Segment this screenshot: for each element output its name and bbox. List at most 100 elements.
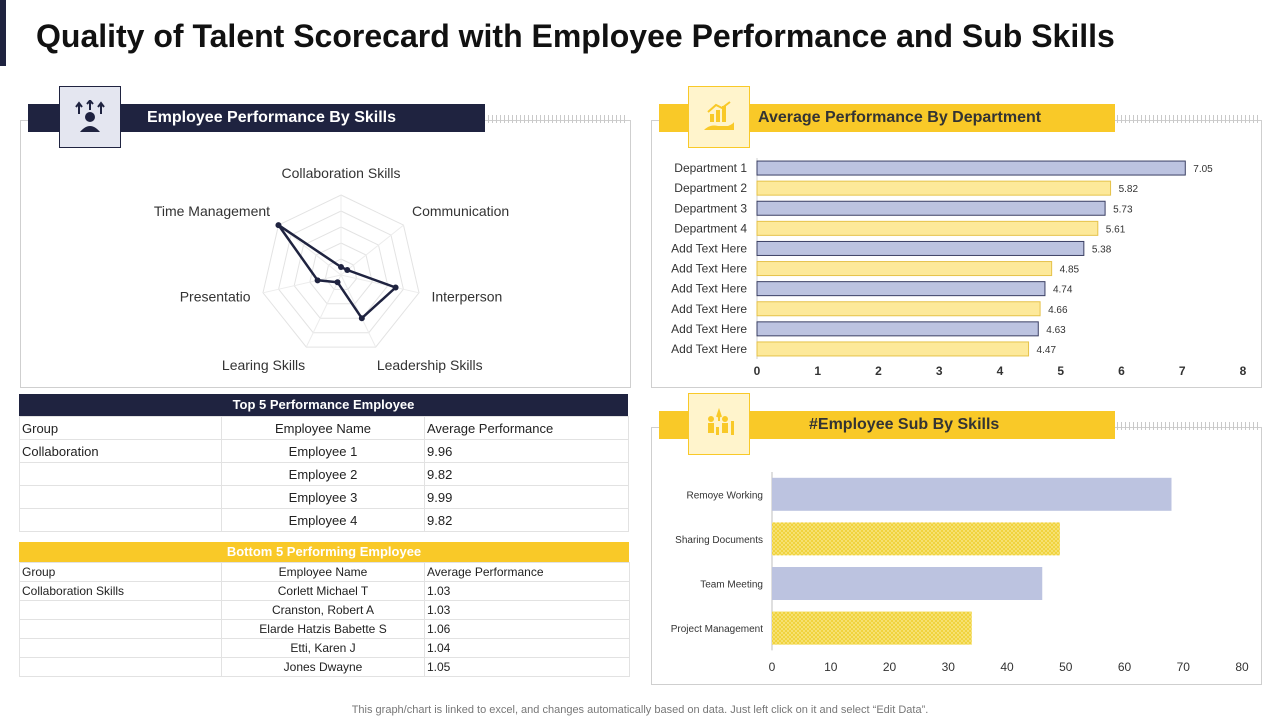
dept-bar [756,180,1112,196]
sub-bar [772,522,1060,556]
dept-data-label: 5.82 [1119,184,1139,195]
dept-tick-label: 1 [814,364,821,378]
dept-category-label: Add Text Here [671,342,747,356]
table-header-cell: Group [19,562,222,582]
radar-point [338,264,344,270]
table-cell: Employee 3 [221,485,425,509]
dept-bar [756,200,1106,216]
radar-grid-ring [309,242,373,305]
table-header-cell: Employee Name [221,416,425,440]
table-cell: Employee 1 [221,439,425,463]
skills-header-ticks [488,115,628,123]
dept-data-label: 4.66 [1048,305,1068,316]
dept-category-label: Add Text Here [671,262,747,276]
radar-point [358,315,365,322]
dept-tick-label: 2 [875,364,882,378]
table-cell: 1.03 [424,600,630,620]
radar-series-line [277,223,397,320]
sub-tick-label: 60 [1118,660,1132,674]
radar-axis-label: Collaboration Skills [281,165,400,181]
dept-category-label: Add Text Here [671,241,747,255]
skills-header-label: Employee Performance By Skills [147,109,396,126]
radar-axis-label: Time Management [154,203,270,219]
table-cell: Jones Dwayne [221,657,425,677]
radar-grid-ring [262,194,420,348]
dept-data-label: 7.05 [1193,164,1213,175]
subskills-bar-chart: Remoye Working Sharing Documents Team Meet… [671,472,1249,674]
skills-icon-box [59,86,121,148]
table-header-cell: Average Performance [424,416,629,440]
dept-bar [756,240,1085,256]
table-row: Cranston, Robert A 1.03 [19,600,630,620]
page-title: Quality of Talent Scorecard with Employe… [36,18,1115,54]
table-row: Etti, Karen J 1.04 [19,638,630,658]
dept-tick-label: 6 [1118,364,1125,378]
radar-spoke [340,274,420,294]
dept-bar [756,341,1030,357]
radar-axis-label: Communication [412,203,509,219]
table-cell [19,462,222,486]
person-arrows-icon [75,100,105,132]
table-row: Jones Dwayne 1.05 [19,657,630,677]
title-accent-bar [0,0,6,66]
dept-tick-label: 5 [1057,364,1064,378]
table-cell: 9.82 [424,508,629,532]
bottom5-table: Bottom 5 Performing Employee Group Employ… [19,542,630,677]
sub-tick-label: 20 [883,660,897,674]
table-row: Employee 3 9.99 [19,485,629,509]
table-cell: Elarde Hatzis Babette S [221,619,425,639]
table-cell: Collaboration [19,439,222,463]
dept-tick-label: 4 [997,364,1004,378]
footer-note: This graph/chart is linked to excel, and… [351,704,929,716]
table-cell: Cranston, Robert A [221,600,425,620]
dept-category-label: Department 1 [674,161,747,175]
table-header-cell: Employee Name [221,562,425,582]
dept-category-label: Department 3 [674,201,747,215]
table-row: Collaboration Employee 1 9.96 [19,439,629,463]
dept-data-label: 4.85 [1060,265,1080,276]
dept-bar-chart: Department 1 7.05 Department 2 5.82 Departme… [671,158,1247,378]
radar-point [314,277,321,284]
dept-bar [756,321,1039,337]
table-header-row: Group Employee Name Average Performance [19,562,630,582]
subskills-header-label: #Employee Sub By Skills [809,416,1000,433]
table-header-row: Group Employee Name Average Performance [19,416,629,440]
table-cell: 9.99 [424,485,629,509]
table-cell [19,619,222,639]
radar-axis-label: Interperson [431,288,502,304]
radar-point [344,267,351,274]
dept-header-ticks [1117,115,1259,123]
sub-category-label: Sharing Documents [675,535,763,546]
sub-bar [772,477,1172,511]
top5-grid: Group Employee Name Average Performance Col… [19,416,629,532]
table-cell: Employee 4 [221,508,425,532]
table-cell: Collaboration Skills [19,581,222,601]
dept-bar [756,301,1041,317]
radar-axis-label: Leadership Skills [377,357,483,373]
table-row: Employee 4 9.82 [19,508,629,532]
dept-header-label: Average Performance By Department [758,109,1042,126]
table-cell: 9.96 [424,439,629,463]
table-header-cell: Group [19,416,222,440]
table-cell [19,638,222,658]
radar-grid-ring [278,210,404,334]
dept-category-label: Department 2 [674,181,747,195]
dept-tick-label: 0 [754,364,761,378]
dept-bar [756,220,1099,236]
sub-category-label: Team Meeting [700,580,763,591]
radar-axis-label: Learing Skills [222,357,305,373]
table-cell: 1.03 [424,581,630,601]
table-cell [19,600,222,620]
table-cell: Employee 2 [221,462,425,486]
radar-point [275,222,282,229]
table-cell: 1.06 [424,619,630,639]
sub-tick-label: 30 [942,660,956,674]
dept-tick-label: 7 [1179,364,1186,378]
dept-data-label: 4.74 [1053,285,1073,296]
radar-grid-ring [293,226,389,319]
dept-bar [756,261,1053,277]
dept-tick-label: 8 [1240,364,1247,378]
sub-tick-label: 0 [769,660,776,674]
dept-category-label: Department 4 [674,221,747,235]
hand-growth-chart-icon [704,101,734,130]
